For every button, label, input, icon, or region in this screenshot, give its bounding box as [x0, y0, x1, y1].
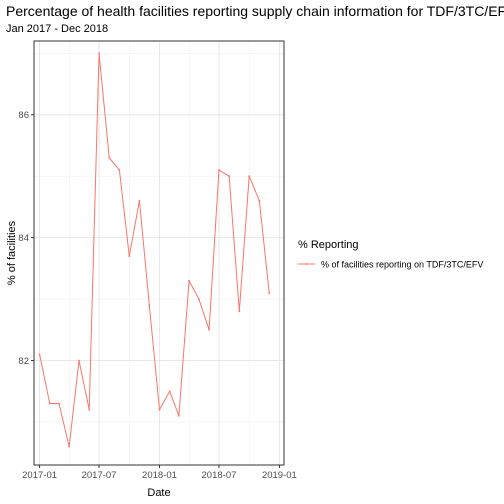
data-point — [78, 359, 80, 362]
data-point — [208, 328, 210, 331]
data-point — [258, 199, 261, 202]
data-point — [218, 169, 220, 171]
data-point — [68, 445, 71, 448]
y-tick-label: 84 — [18, 233, 29, 244]
data-point — [168, 390, 171, 393]
data-point — [48, 402, 51, 405]
y-tick-label: 82 — [18, 356, 29, 367]
data-point — [198, 298, 200, 300]
data-point — [118, 169, 121, 171]
x-tick-label: 2018-07 — [202, 470, 237, 481]
series-line — [39, 52, 270, 448]
x-tick-label: 2017-01 — [22, 470, 57, 481]
chart-title: Percentage of health facilities reportin… — [6, 3, 504, 19]
data-point — [177, 414, 180, 417]
data-point — [228, 175, 231, 178]
data-point — [108, 156, 111, 159]
data-point — [98, 52, 100, 55]
plot-panel — [34, 41, 284, 465]
chart-subtitle: Jan 2017 - Dec 2018 — [6, 23, 109, 35]
x-tick-label: 2019-01 — [262, 470, 297, 481]
y-tick-label: 86 — [18, 110, 29, 121]
data-point — [88, 408, 91, 411]
data-point — [138, 199, 141, 202]
x-axis-title: Date — [147, 487, 170, 499]
data-point — [188, 279, 190, 282]
legend-entry: % of facilities reporting on TDF/3TC/EFV — [321, 260, 483, 270]
x-tick-label: 2018-01 — [142, 470, 177, 481]
legend-key-point — [305, 263, 308, 265]
data-point — [158, 408, 161, 411]
data-point — [148, 304, 151, 307]
data-point — [38, 353, 41, 356]
data-point — [238, 310, 241, 313]
data-point — [128, 255, 131, 257]
x-tick-label: 2017-07 — [82, 470, 117, 481]
data-point — [248, 175, 251, 178]
legend-title: % Reporting — [298, 239, 359, 251]
y-axis-title: % of facilities — [6, 220, 18, 285]
data-point — [58, 402, 60, 405]
data-point — [268, 292, 271, 294]
